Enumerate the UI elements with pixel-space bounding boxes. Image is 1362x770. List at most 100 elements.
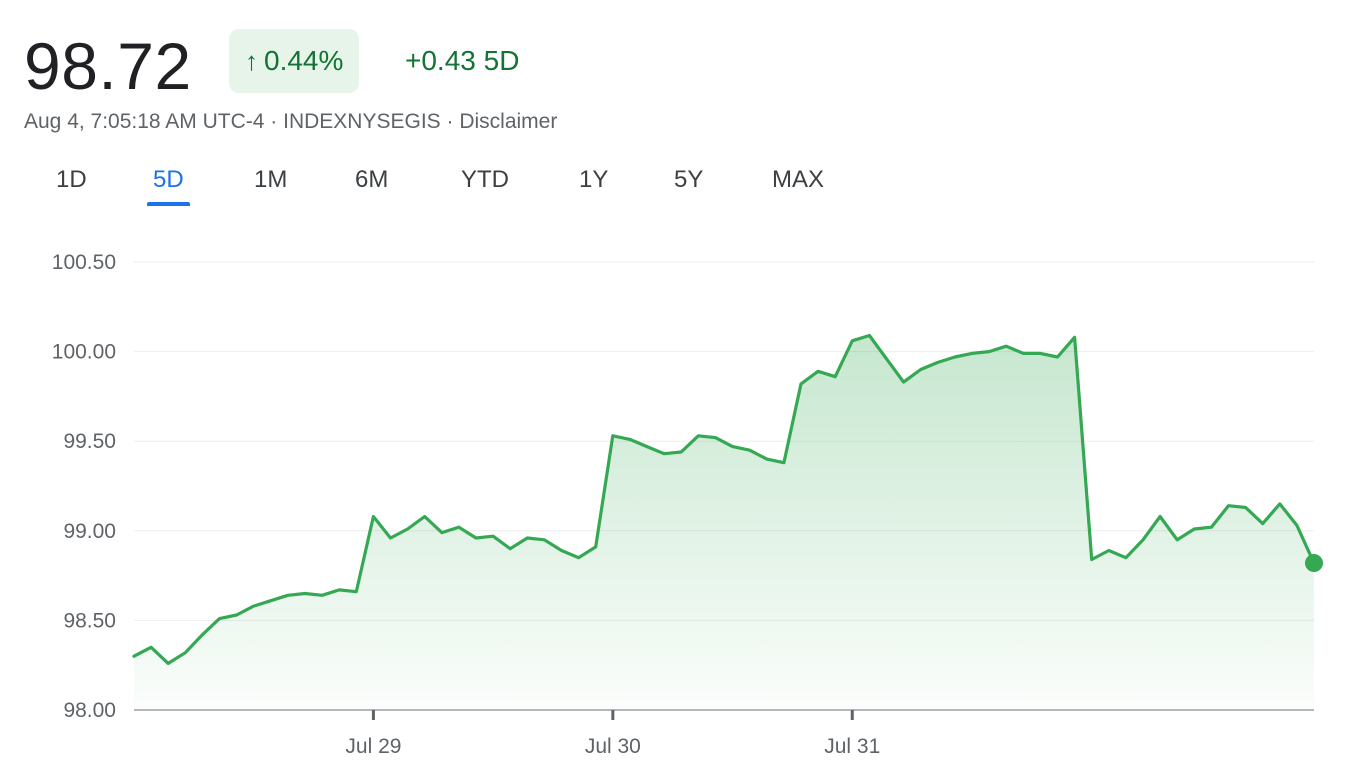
tab-6m[interactable]: 6M: [355, 166, 389, 193]
data-point[interactable]: [1123, 555, 1129, 561]
data-point[interactable]: [986, 349, 992, 355]
disclaimer-link[interactable]: Disclaimer: [459, 110, 558, 133]
data-point[interactable]: [1089, 556, 1095, 562]
data-point[interactable]: [1003, 343, 1009, 349]
y-tick-label: 100.00: [52, 341, 116, 364]
data-point[interactable]: [747, 447, 753, 453]
y-tick-label: 99.00: [63, 520, 116, 543]
data-point[interactable]: [764, 456, 770, 462]
tab-1y[interactable]: 1Y: [579, 166, 609, 193]
data-point[interactable]: [251, 603, 257, 609]
data-point[interactable]: [319, 592, 325, 598]
data-point[interactable]: [353, 589, 359, 595]
data-point[interactable]: [1277, 501, 1283, 507]
data-point[interactable]: [199, 632, 205, 638]
tab-1m[interactable]: 1M: [254, 166, 288, 193]
data-point[interactable]: [388, 535, 394, 541]
tab-5d[interactable]: 5D: [147, 166, 190, 206]
data-point[interactable]: [918, 367, 924, 373]
arrow-up-icon: ↑: [245, 46, 258, 76]
data-point[interactable]: [131, 653, 137, 659]
tab-max[interactable]: MAX: [772, 166, 825, 193]
data-point[interactable]: [781, 460, 787, 466]
data-point[interactable]: [644, 444, 650, 450]
data-point[interactable]: [866, 332, 872, 338]
data-point[interactable]: [1294, 522, 1300, 528]
change-percent: 0.44%: [264, 45, 344, 76]
y-tick-label: 98.50: [63, 609, 116, 632]
data-point[interactable]: [473, 535, 479, 541]
data-point[interactable]: [832, 374, 838, 380]
series-line: [132, 333, 1316, 666]
data-point[interactable]: [405, 526, 411, 532]
data-point[interactable]: [1106, 548, 1112, 554]
data-point[interactable]: [849, 338, 855, 344]
data-point[interactable]: [610, 433, 616, 439]
change-percent-badge: ↑ 0.44%: [229, 29, 360, 93]
x-tick-label: Jul 29: [345, 735, 401, 758]
y-tick-label: 99.50: [63, 430, 116, 453]
data-point[interactable]: [439, 530, 445, 536]
data-point[interactable]: [1020, 350, 1026, 356]
data-point[interactable]: [576, 555, 582, 561]
series-area: [134, 335, 1314, 710]
data-point[interactable]: [1243, 505, 1249, 511]
data-point[interactable]: [661, 451, 667, 457]
data-point[interactable]: [1191, 526, 1197, 532]
data-point[interactable]: [559, 548, 565, 554]
data-point[interactable]: [730, 444, 736, 450]
data-point[interactable]: [1260, 521, 1266, 527]
data-point[interactable]: [268, 598, 274, 604]
data-point[interactable]: [1054, 354, 1060, 360]
tab-ytd[interactable]: YTD: [461, 166, 509, 193]
data-point[interactable]: [695, 433, 701, 439]
data-point[interactable]: [336, 587, 342, 593]
data-point[interactable]: [285, 592, 291, 598]
data-point[interactable]: [798, 381, 804, 387]
data-point[interactable]: [507, 546, 513, 552]
data-point[interactable]: [541, 537, 547, 543]
data-point[interactable]: [217, 616, 223, 622]
data-point[interactable]: [1208, 524, 1214, 530]
data-point[interactable]: [627, 436, 633, 442]
data-point[interactable]: [422, 513, 428, 519]
data-point[interactable]: [1037, 350, 1043, 356]
data-point[interactable]: [234, 612, 240, 618]
data-point[interactable]: [490, 533, 496, 539]
data-point[interactable]: [456, 524, 462, 530]
data-point[interactable]: [1174, 537, 1180, 543]
tab-1d[interactable]: 1D: [56, 166, 87, 193]
data-point[interactable]: [678, 449, 684, 455]
y-tick-label: 100.50: [52, 251, 116, 274]
data-point[interactable]: [182, 650, 188, 656]
data-point[interactable]: [370, 513, 376, 519]
data-point[interactable]: [302, 591, 308, 597]
data-point[interactable]: [952, 354, 958, 360]
data-point[interactable]: [1140, 537, 1146, 543]
data-point[interactable]: [901, 379, 907, 385]
x-tick-label: Jul 30: [585, 735, 641, 758]
data-point[interactable]: [883, 356, 889, 362]
data-point[interactable]: [593, 544, 599, 550]
range-tabs: 1D 5D 1M 6M YTD 1Y 5Y MAX: [24, 160, 924, 210]
x-tick-label: Jul 31: [824, 735, 880, 758]
change-absolute: +0.43 5D: [405, 45, 520, 76]
data-point[interactable]: [165, 660, 171, 666]
quote-header: 98.72 ↑ 0.44% +0.43 5D: [24, 24, 1338, 104]
y-tick-label: 98.00: [63, 699, 116, 722]
data-point[interactable]: [1225, 503, 1231, 509]
data-point[interactable]: [1157, 513, 1163, 519]
data-point[interactable]: [148, 644, 154, 650]
data-point[interactable]: [712, 435, 718, 441]
quote-meta: Aug 4, 7:05:18 AM UTC-4 · INDEXNYSEGIS ·…: [24, 110, 557, 134]
current-price: 98.72: [24, 29, 192, 103]
data-point[interactable]: [815, 368, 821, 374]
tab-5y[interactable]: 5Y: [674, 166, 704, 193]
data-point[interactable]: [969, 350, 975, 356]
data-point[interactable]: [1072, 334, 1078, 340]
data-point[interactable]: [935, 359, 941, 365]
data-point[interactable]: [524, 535, 530, 541]
last-price-point: [1305, 554, 1323, 573]
quote-timestamp-exchange: Aug 4, 7:05:18 AM UTC-4 · INDEXNYSEGIS ·: [24, 110, 460, 133]
